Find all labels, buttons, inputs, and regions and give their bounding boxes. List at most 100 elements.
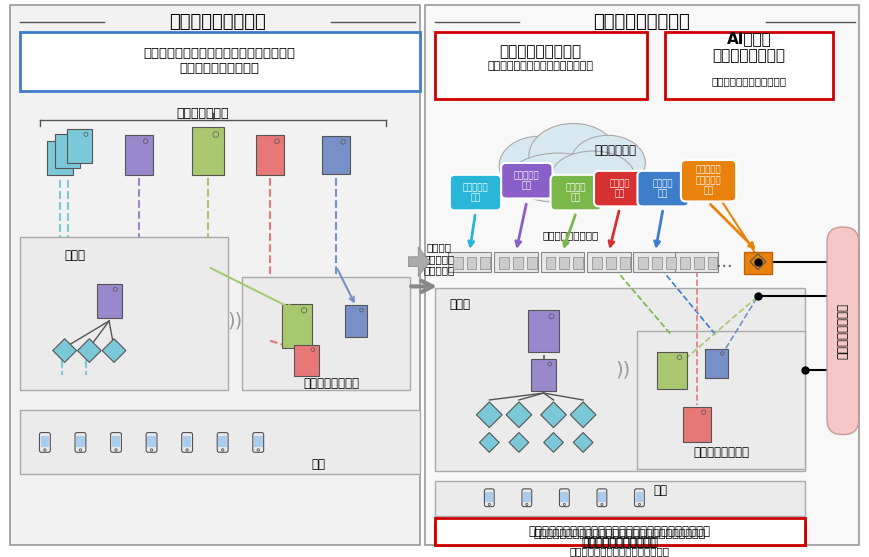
- Ellipse shape: [552, 151, 634, 201]
- Text: コアネットワーク: コアネットワーク: [693, 446, 749, 459]
- Text: 汎用機器
（ホワイト
ボックス）: 汎用機器 （ホワイト ボックス）: [423, 242, 454, 275]
- FancyBboxPatch shape: [594, 171, 646, 207]
- Bar: [20, 410, 421, 474]
- FancyBboxPatch shape: [182, 433, 193, 452]
- Polygon shape: [570, 402, 596, 428]
- Bar: [242, 276, 410, 390]
- Text: 端末: 端末: [312, 458, 326, 471]
- Text: 個別の専用機器: 個別の専用機器: [176, 107, 229, 120]
- Bar: [218, 436, 227, 447]
- Text: 自律性のあるネットワーク: 自律性のあるネットワーク: [712, 76, 786, 86]
- Bar: [182, 436, 191, 447]
- Bar: [96, 284, 122, 318]
- Text: 集約基地局
機能: 集約基地局 機能: [514, 171, 540, 190]
- Bar: [486, 491, 494, 502]
- Bar: [125, 135, 153, 175]
- Text: 機能定義（仮想化）: 機能定義（仮想化）: [542, 230, 599, 240]
- Ellipse shape: [529, 124, 618, 189]
- Polygon shape: [506, 402, 532, 428]
- Bar: [322, 136, 350, 174]
- Polygon shape: [544, 433, 563, 452]
- Text: 移動管理
機能: 移動管理 機能: [609, 179, 630, 198]
- Bar: [254, 436, 262, 447]
- FancyBboxPatch shape: [450, 175, 501, 211]
- FancyBboxPatch shape: [110, 433, 122, 452]
- Text: ソフトウェア: ソフトウェア: [594, 144, 637, 157]
- Bar: [531, 359, 556, 391]
- Text: コアネットワーク: コアネットワーク: [303, 377, 359, 390]
- FancyBboxPatch shape: [501, 163, 553, 198]
- Bar: [675, 252, 719, 272]
- Text: …: …: [715, 253, 732, 271]
- Text: オーケストレータ: オーケストレータ: [836, 303, 849, 359]
- Bar: [653, 257, 662, 268]
- Bar: [705, 349, 728, 378]
- Bar: [527, 257, 537, 268]
- Text: AIによる
ネットワーク制御: AIによる ネットワーク制御: [713, 31, 786, 63]
- Bar: [10, 5, 421, 545]
- Bar: [744, 252, 772, 273]
- Text: ソフトウェア技術の重要性の高まり: ソフトウェア技術の重要性の高まり: [570, 546, 670, 556]
- Bar: [541, 252, 584, 272]
- FancyBboxPatch shape: [522, 489, 532, 507]
- Polygon shape: [541, 402, 567, 428]
- Ellipse shape: [499, 136, 578, 196]
- Polygon shape: [408, 247, 430, 276]
- Text: クラウドネイティブ: クラウドネイティブ: [500, 44, 581, 59]
- Bar: [67, 129, 92, 163]
- Bar: [693, 257, 704, 268]
- Bar: [282, 304, 312, 348]
- Bar: [587, 252, 631, 272]
- Text: 従来のネットワーク: 従来のネットワーク: [169, 13, 266, 31]
- Bar: [639, 257, 648, 268]
- Bar: [20, 237, 228, 390]
- Bar: [111, 436, 120, 447]
- Bar: [620, 257, 629, 268]
- Bar: [546, 257, 555, 268]
- Bar: [707, 257, 718, 268]
- Bar: [435, 519, 806, 545]
- Bar: [435, 32, 647, 99]
- Bar: [467, 257, 476, 268]
- Bar: [345, 305, 367, 336]
- Bar: [453, 257, 462, 268]
- Bar: [592, 257, 602, 268]
- Bar: [494, 252, 538, 272]
- Bar: [598, 491, 606, 502]
- FancyBboxPatch shape: [253, 433, 263, 452]
- Bar: [41, 436, 50, 447]
- FancyBboxPatch shape: [638, 171, 689, 207]
- Bar: [635, 491, 643, 502]
- Text: 通話処理
機能: 通話処理 機能: [566, 183, 587, 202]
- Text: 分散基地局
機能: 分散基地局 機能: [462, 183, 488, 202]
- Bar: [76, 436, 85, 447]
- Bar: [657, 351, 687, 389]
- FancyBboxPatch shape: [484, 489, 494, 507]
- Bar: [574, 257, 583, 268]
- Ellipse shape: [509, 153, 607, 202]
- Bar: [527, 310, 560, 351]
- Bar: [499, 257, 509, 268]
- Bar: [448, 252, 491, 272]
- Bar: [192, 128, 223, 175]
- FancyBboxPatch shape: [560, 489, 569, 507]
- Text: オーケスト
レーション
機能: オーケスト レーション 機能: [696, 166, 721, 196]
- Text: 仮想化による汎用機器（ホワイトボックス）の利用が進展: 仮想化による汎用機器（ホワイトボックス）の利用が進展: [534, 529, 706, 539]
- Polygon shape: [509, 433, 529, 452]
- Text: 仮想化による汎用機器（ホワイトボックス）の利用が進展: 仮想化による汎用機器（ホワイトボックス）の利用が進展: [528, 525, 711, 539]
- Bar: [666, 257, 676, 268]
- Polygon shape: [574, 433, 593, 452]
- FancyBboxPatch shape: [217, 433, 228, 452]
- Bar: [295, 345, 319, 376]
- Text: 様々な機能ごとに、個別の専用機器を配置
（数百種類にも及ぶ）: 様々な機能ごとに、個別の専用機器を配置 （数百種類にも及ぶ）: [143, 47, 295, 75]
- Polygon shape: [77, 339, 101, 363]
- FancyBboxPatch shape: [146, 433, 157, 452]
- FancyBboxPatch shape: [634, 489, 644, 507]
- Bar: [680, 257, 690, 268]
- FancyBboxPatch shape: [681, 160, 736, 202]
- Bar: [481, 257, 490, 268]
- Polygon shape: [53, 339, 76, 363]
- Ellipse shape: [570, 135, 646, 190]
- Text: 可用性の高い資源（リソース）配分: 可用性の高い資源（リソース）配分: [488, 61, 594, 71]
- Text: 今後のネットワーク: 今後のネットワーク: [593, 13, 690, 31]
